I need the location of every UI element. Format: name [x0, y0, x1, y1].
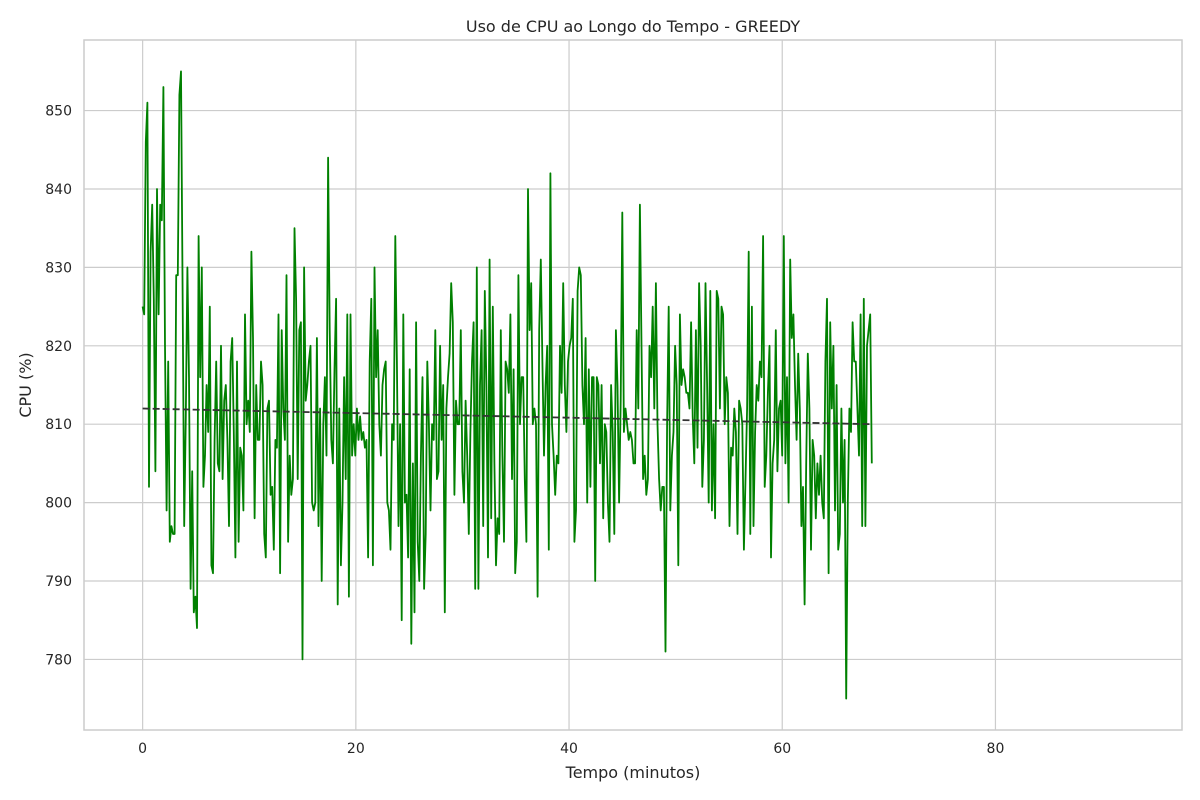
y-axis-label: CPU (%) [16, 352, 35, 417]
y-tick-label: 830 [45, 260, 72, 276]
y-tick-label: 850 [45, 104, 72, 120]
x-tick-label: 20 [347, 741, 365, 757]
plot-area-frame [83, 39, 1183, 731]
cpu-usage-line [141, 70, 873, 700]
series-layer [141, 70, 873, 700]
y-tick-label: 800 [45, 496, 72, 512]
y-tick-label: 810 [45, 417, 72, 433]
y-axis-ticks: 780 790 800 810 820 830 840 850 [45, 104, 72, 669]
y-tick-label: 790 [45, 574, 72, 590]
x-axis-label: Tempo (minutos) [565, 763, 701, 782]
grid [84, 40, 1182, 730]
x-axis-ticks: 0 20 40 60 80 [138, 741, 1004, 757]
y-tick-label: 780 [45, 652, 72, 668]
y-tick-label: 820 [45, 339, 72, 355]
x-tick-label: 60 [773, 741, 791, 757]
trend-line [142, 407, 872, 426]
x-tick-label: 0 [138, 741, 147, 757]
x-tick-label: 80 [987, 741, 1005, 757]
x-tick-label: 40 [560, 741, 578, 757]
y-tick-label: 840 [45, 182, 72, 198]
chart-title: Uso de CPU ao Longo do Tempo - GREEDY [466, 17, 800, 36]
